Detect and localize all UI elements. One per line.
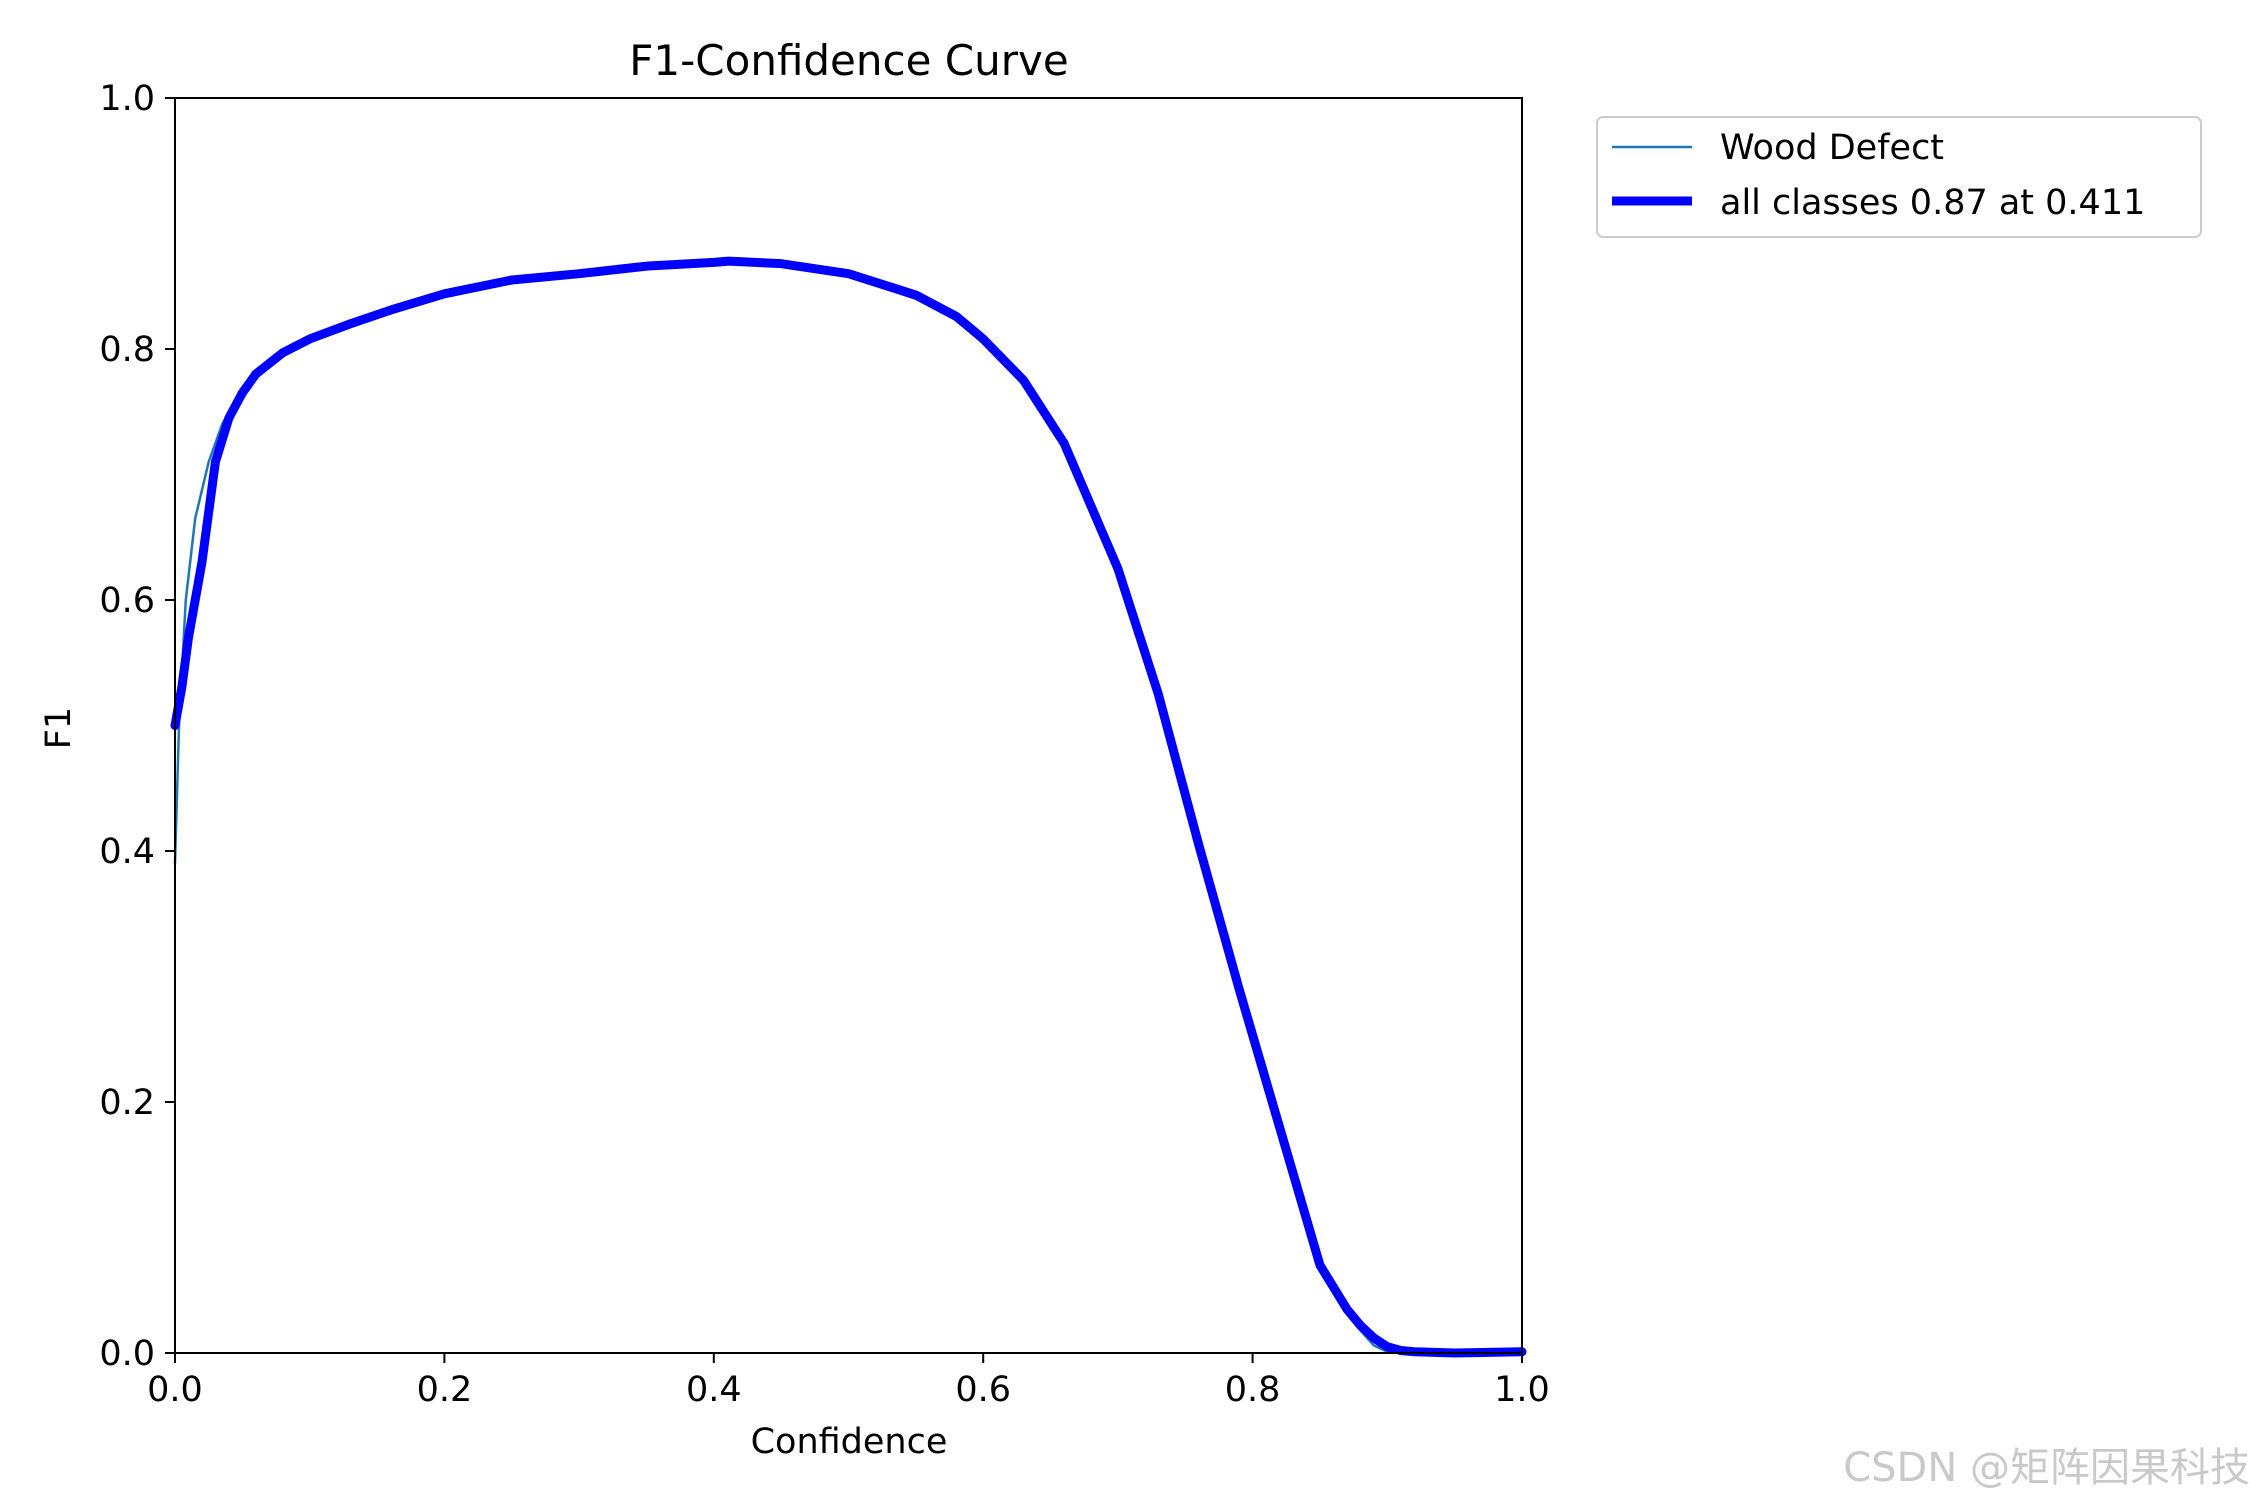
legend-label-wood-defect: Wood Defect (1720, 128, 1944, 168)
x-axis-ticks: 0.0 0.2 0.4 0.6 0.8 1.0 (147, 1353, 1550, 1410)
y-axis-label: F1 (39, 707, 79, 749)
legend: Wood Defect all classes 0.87 at 0.411 (1596, 116, 2202, 238)
y-tick-label: 0.4 (99, 832, 155, 872)
chart-title: F1-Confidence Curve (629, 36, 1068, 85)
x-tick-label: 0.4 (686, 1370, 742, 1410)
x-axis-label: Confidence (751, 1422, 948, 1462)
watermark-text: CSDN @矩阵因果科技 (1843, 1445, 2250, 1491)
x-tick-label: 0.2 (417, 1370, 473, 1410)
y-tick-label: 0.0 (99, 1334, 155, 1374)
x-tick-label: 0.0 (147, 1370, 203, 1410)
series-line-all-classes (170, 256, 1527, 1358)
x-tick-label: 0.8 (1225, 1370, 1281, 1410)
legend-box (1596, 116, 2202, 238)
y-axis-ticks: 0.0 0.2 0.4 0.6 0.8 1.0 (99, 79, 175, 1374)
y-tick-label: 0.8 (99, 330, 155, 370)
y-tick-label: 0.2 (99, 1083, 155, 1123)
series-layer (170, 256, 1527, 1358)
x-tick-label: 1.0 (1494, 1370, 1550, 1410)
legend-label-all-classes: all classes 0.87 at 0.411 (1720, 183, 2145, 223)
axes-frame (174, 97, 1523, 1354)
plot-area (170, 97, 1527, 1358)
y-tick-label: 1.0 (99, 79, 155, 119)
y-tick-label: 0.6 (99, 581, 155, 621)
x-tick-label: 0.6 (955, 1370, 1011, 1410)
